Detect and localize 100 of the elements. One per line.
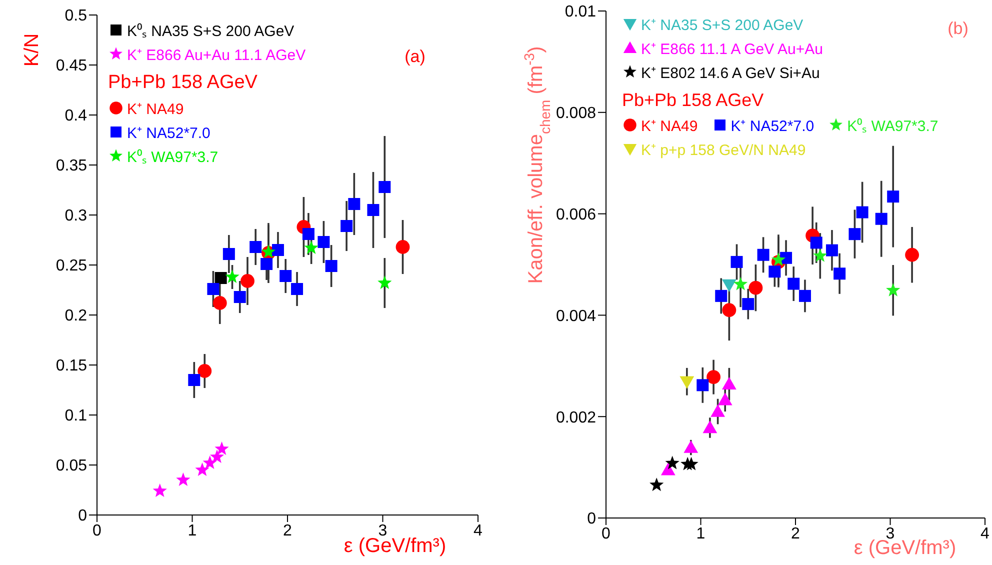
point <box>214 442 229 456</box>
annotation: (b) <box>948 19 968 38</box>
legend-label: K⁰ₛ NA35 S+S 200 AGeV <box>127 22 294 40</box>
x-tick-label: 4 <box>980 525 990 542</box>
annotation: (a) <box>404 47 426 66</box>
point <box>798 290 811 302</box>
point <box>710 404 726 417</box>
point <box>650 478 664 492</box>
y-tick-label: 0 <box>587 510 596 528</box>
point <box>367 204 380 216</box>
x-tick-label: 2 <box>283 522 292 540</box>
y-tick-label: 0.5 <box>64 8 88 25</box>
y-tick-label: 0.05 <box>56 458 88 475</box>
point <box>222 248 235 260</box>
legend-label: K⁺ p+p 158 GeV/N NA49 <box>641 141 806 159</box>
point <box>702 420 718 434</box>
x-tick-label: 0 <box>92 522 102 540</box>
x-tick-label: 4 <box>474 522 483 540</box>
point <box>348 198 360 210</box>
point <box>240 274 254 288</box>
y-tick-label: 0.35 <box>56 158 88 175</box>
point <box>875 212 888 225</box>
point <box>757 248 770 261</box>
point <box>680 376 694 389</box>
y-tick-label: 0.15 <box>56 358 88 375</box>
legend-label: K⁰ₛ WA97*3.7 <box>127 148 218 166</box>
point <box>225 270 240 284</box>
point <box>834 268 846 280</box>
point <box>188 374 200 386</box>
y-tick-label: 0.006 <box>556 206 596 224</box>
legend-label: K⁺ NA35 S+S 200 AGeV <box>641 16 804 34</box>
point <box>212 296 227 310</box>
y-tick-label: 0.25 <box>56 258 88 275</box>
point <box>378 181 391 193</box>
point <box>722 279 736 292</box>
point <box>234 291 246 303</box>
point <box>748 280 763 295</box>
y-tick-label: 0.01 <box>564 4 596 21</box>
point <box>340 220 353 232</box>
point <box>684 456 698 470</box>
point <box>207 283 220 295</box>
legend-label: K⁺ NA49 <box>641 117 698 135</box>
point <box>195 462 210 476</box>
x-tick-label: 1 <box>188 522 197 540</box>
point <box>660 462 676 476</box>
point <box>176 472 190 486</box>
point <box>318 236 330 248</box>
point <box>302 228 314 240</box>
point <box>152 484 167 498</box>
point <box>250 241 262 253</box>
legend-label: K⁺ E866 Au+Au 11.1 AGeV <box>127 46 306 64</box>
x-tick-label: 0 <box>602 525 611 542</box>
y-tick-label: 0.4 <box>64 108 88 125</box>
point <box>706 370 720 384</box>
point <box>291 283 304 295</box>
point <box>280 270 292 282</box>
point <box>202 456 217 470</box>
y-tick-label: 0.45 <box>56 58 88 75</box>
point <box>768 266 781 278</box>
x-tick-label: 2 <box>791 525 800 542</box>
point <box>325 260 338 272</box>
y-tick-label: 0.1 <box>64 408 88 425</box>
point <box>396 240 410 254</box>
point <box>272 244 284 256</box>
point <box>665 456 680 470</box>
point <box>304 240 318 254</box>
point <box>722 376 736 390</box>
point <box>715 290 728 302</box>
point <box>198 364 212 378</box>
y-tick-label: 0.002 <box>556 409 596 426</box>
point <box>848 228 861 240</box>
point <box>378 276 392 290</box>
point <box>260 258 273 270</box>
point <box>733 276 748 290</box>
y-tick-label: 0 <box>78 508 88 525</box>
legend-label: K⁺ NA52*7.0 <box>730 117 814 135</box>
legend-label: K⁰ₛ WA97*3.7 <box>847 117 938 135</box>
point <box>742 298 754 310</box>
point <box>210 450 224 464</box>
point <box>826 244 838 256</box>
point <box>813 248 828 262</box>
point <box>788 278 800 290</box>
legend-label: K⁺ E866 11.1 A GeV Au+Au <box>641 40 823 58</box>
x-tick-label: 1 <box>696 525 706 542</box>
annotation: Pb+Pb 158 AGeV <box>108 72 258 94</box>
point <box>696 379 709 392</box>
point <box>856 206 868 218</box>
annotation: Pb+Pb 158 AGeV <box>622 90 765 111</box>
point <box>722 303 736 318</box>
point <box>886 282 900 296</box>
y-tick-label: 0.008 <box>556 105 596 122</box>
point <box>810 236 822 249</box>
point <box>771 252 786 266</box>
legend-label: K⁺ NA52*7.0 <box>127 124 210 142</box>
y-axis-title: K/N <box>21 33 43 67</box>
legend-label: K⁺ NA49 <box>127 100 184 118</box>
y-tick-label: 0.2 <box>64 308 88 325</box>
point <box>684 440 698 453</box>
y-tick-label: 0.3 <box>64 208 88 225</box>
point <box>718 392 732 406</box>
